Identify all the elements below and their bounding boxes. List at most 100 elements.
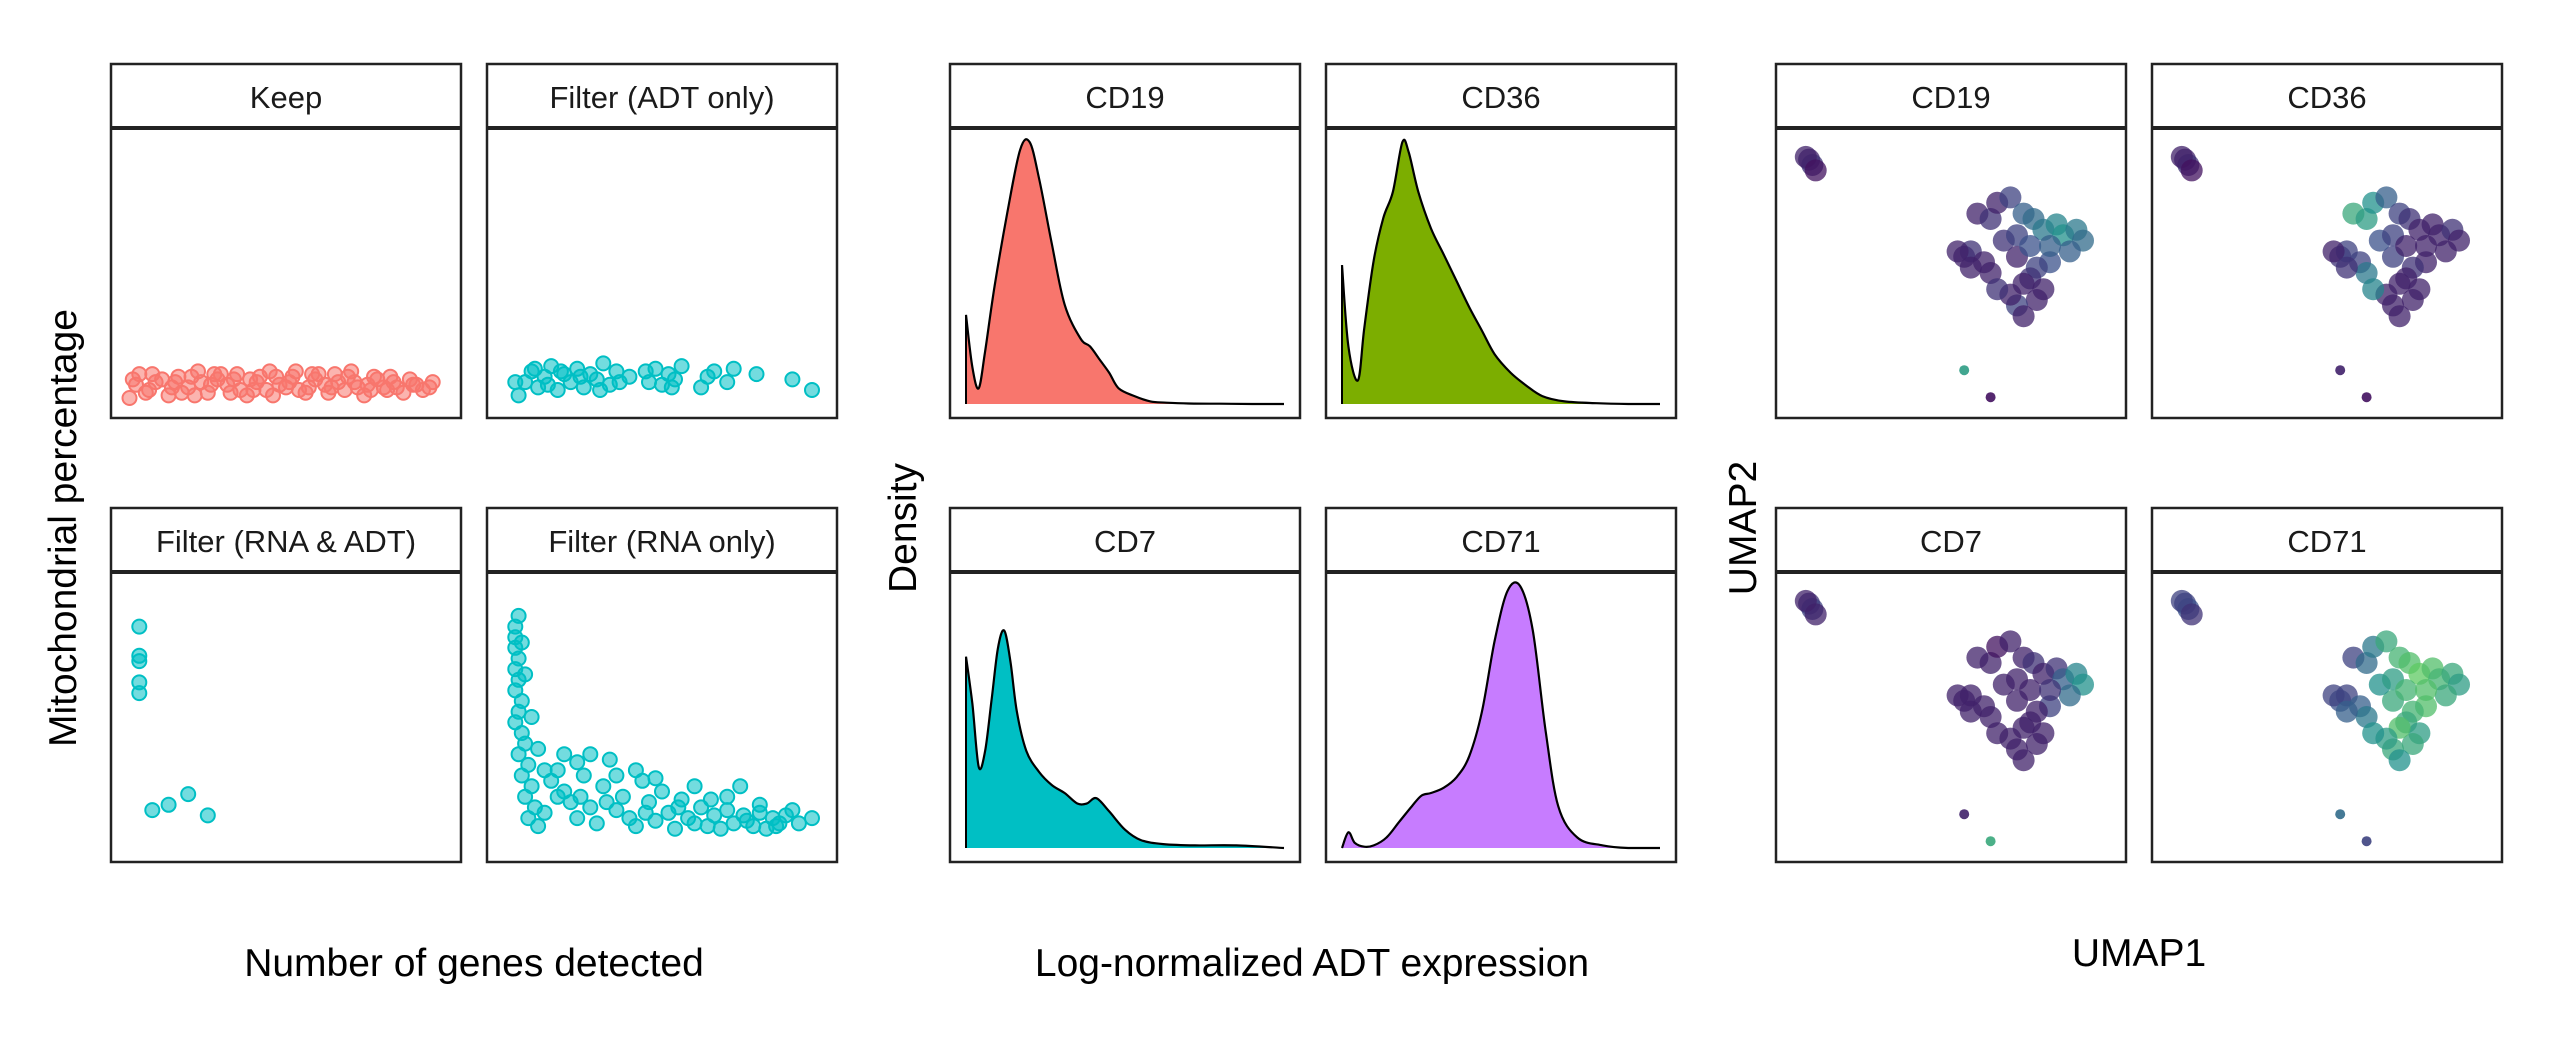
umap-cell-point: [2019, 679, 2042, 701]
scatter-point: [323, 379, 340, 396]
umap-cell-point: [2058, 684, 2081, 707]
scatter-point: [510, 607, 527, 624]
scatter-point: [144, 366, 161, 383]
scatter-point: [627, 818, 644, 835]
scatter-point: [300, 379, 317, 396]
scatter-point: [206, 366, 223, 383]
scatter-point: [595, 778, 612, 795]
scatter-point: [784, 371, 801, 388]
umap-cell-point: [2375, 186, 2398, 209]
density-curve: [1340, 581, 1660, 850]
umap-cell-point: [1986, 278, 2009, 301]
scatter-point: [549, 762, 566, 779]
umap-cell-point: [2434, 240, 2457, 263]
scatter-point: [706, 363, 723, 380]
umap-cell-point: [2058, 240, 2081, 263]
facet-strip-label: CD7: [1094, 524, 1156, 559]
umap-cell-point: [2395, 235, 2418, 257]
scatter-point: [663, 379, 680, 396]
scatter-point: [284, 368, 301, 385]
scatter-point: [686, 815, 703, 832]
facet-strip-label: CD19: [1085, 80, 1164, 115]
facet-strip-label: Keep: [250, 80, 322, 115]
facet-panel-filter-adt-only: Filter (ADT only): [485, 62, 839, 420]
facet-strip-background: [1326, 508, 1676, 572]
scatter-point: [654, 783, 670, 800]
umap-cell-point: [2335, 365, 2346, 376]
x-axis-title-qc: Number of genes detected: [244, 942, 704, 985]
umap-cell-point: [1985, 392, 1996, 403]
scatter-point: [408, 376, 425, 393]
scatter-point: [732, 778, 749, 795]
scatter-point: [536, 804, 553, 821]
scatter-point: [507, 374, 524, 391]
facet-panel-cd36: CD36: [1324, 62, 1678, 420]
scatter-point: [611, 374, 628, 391]
scatter-point: [601, 751, 618, 768]
scatter-point: [673, 358, 690, 375]
umap-cell-point: [1946, 684, 1969, 707]
density-curve: [964, 138, 1284, 406]
scatter-point: [180, 786, 197, 803]
umap-cell-point: [2039, 235, 2061, 257]
facet-panel-cd7: CD7: [948, 506, 1302, 864]
umap-cell-point: [2361, 392, 2372, 403]
density-curve: [1340, 138, 1660, 406]
scatter-point: [637, 363, 654, 380]
scatter-point: [124, 371, 141, 388]
scatter-point: [556, 746, 573, 763]
facet-strip-label: CD71: [2287, 524, 2366, 559]
facet-strip-background: [1776, 64, 2126, 128]
umap-cell-point: [2395, 679, 2418, 701]
scatter-point: [790, 815, 807, 832]
facet-strip-background: [2152, 508, 2502, 572]
scatter-point: [804, 810, 820, 827]
scatter-point: [131, 685, 148, 702]
facet-strip-background: [1776, 508, 2126, 572]
facet-panel-cd71: CD71: [1324, 506, 1678, 864]
umap-cell-point: [2362, 722, 2385, 745]
facet-strip-background: [950, 508, 1300, 572]
scatter-point: [627, 762, 644, 779]
scatter-point: [748, 366, 765, 383]
scatter-point: [513, 634, 530, 651]
umap-cell-point: [1946, 240, 1969, 263]
scatter-point: [719, 788, 736, 805]
umap-cell-point: [1985, 836, 1996, 847]
umap-cell-point: [2025, 733, 2048, 755]
scatter-point: [523, 709, 540, 725]
umap-cell-point: [1959, 700, 1982, 723]
facet-panel-keep: Keep: [109, 62, 463, 420]
scatter-point: [552, 363, 569, 380]
y-axis-title-qc: Mitochondrial percentage: [42, 309, 85, 747]
scatter-point: [647, 770, 664, 787]
scatter-point: [614, 788, 631, 805]
scatter-point: [784, 802, 801, 819]
umap-cell-point: [1986, 722, 2009, 745]
scatter-point: [804, 382, 820, 398]
umap-cell-point: [2322, 240, 2345, 263]
umap-cell-point: [2025, 289, 2048, 311]
scatter-point: [670, 799, 687, 816]
scatter-point: [569, 754, 586, 771]
scatter-point: [513, 767, 530, 784]
umap-cell-point: [2180, 159, 2203, 182]
panel-border: [485, 62, 839, 420]
umap-cell-point: [2388, 749, 2411, 772]
scatter-point: [582, 746, 599, 763]
facet-strip-label: Filter (RNA & ADT): [156, 524, 416, 559]
scatter-point: [526, 360, 543, 377]
scatter-point: [517, 666, 534, 683]
scatter-point: [121, 390, 138, 406]
scatter-point: [608, 767, 625, 784]
facet-panel-filter-rna-adt: Filter (RNA & ADT): [109, 506, 463, 864]
scatter-point: [595, 355, 612, 372]
scatter-point: [592, 382, 609, 398]
umap-cell-point: [1804, 603, 1827, 626]
scatter-point: [510, 387, 527, 404]
scatter-point: [768, 818, 785, 835]
facet-strip-label: CD7: [1920, 524, 1982, 559]
scatter-point: [131, 653, 148, 670]
scatter-point: [245, 382, 262, 398]
